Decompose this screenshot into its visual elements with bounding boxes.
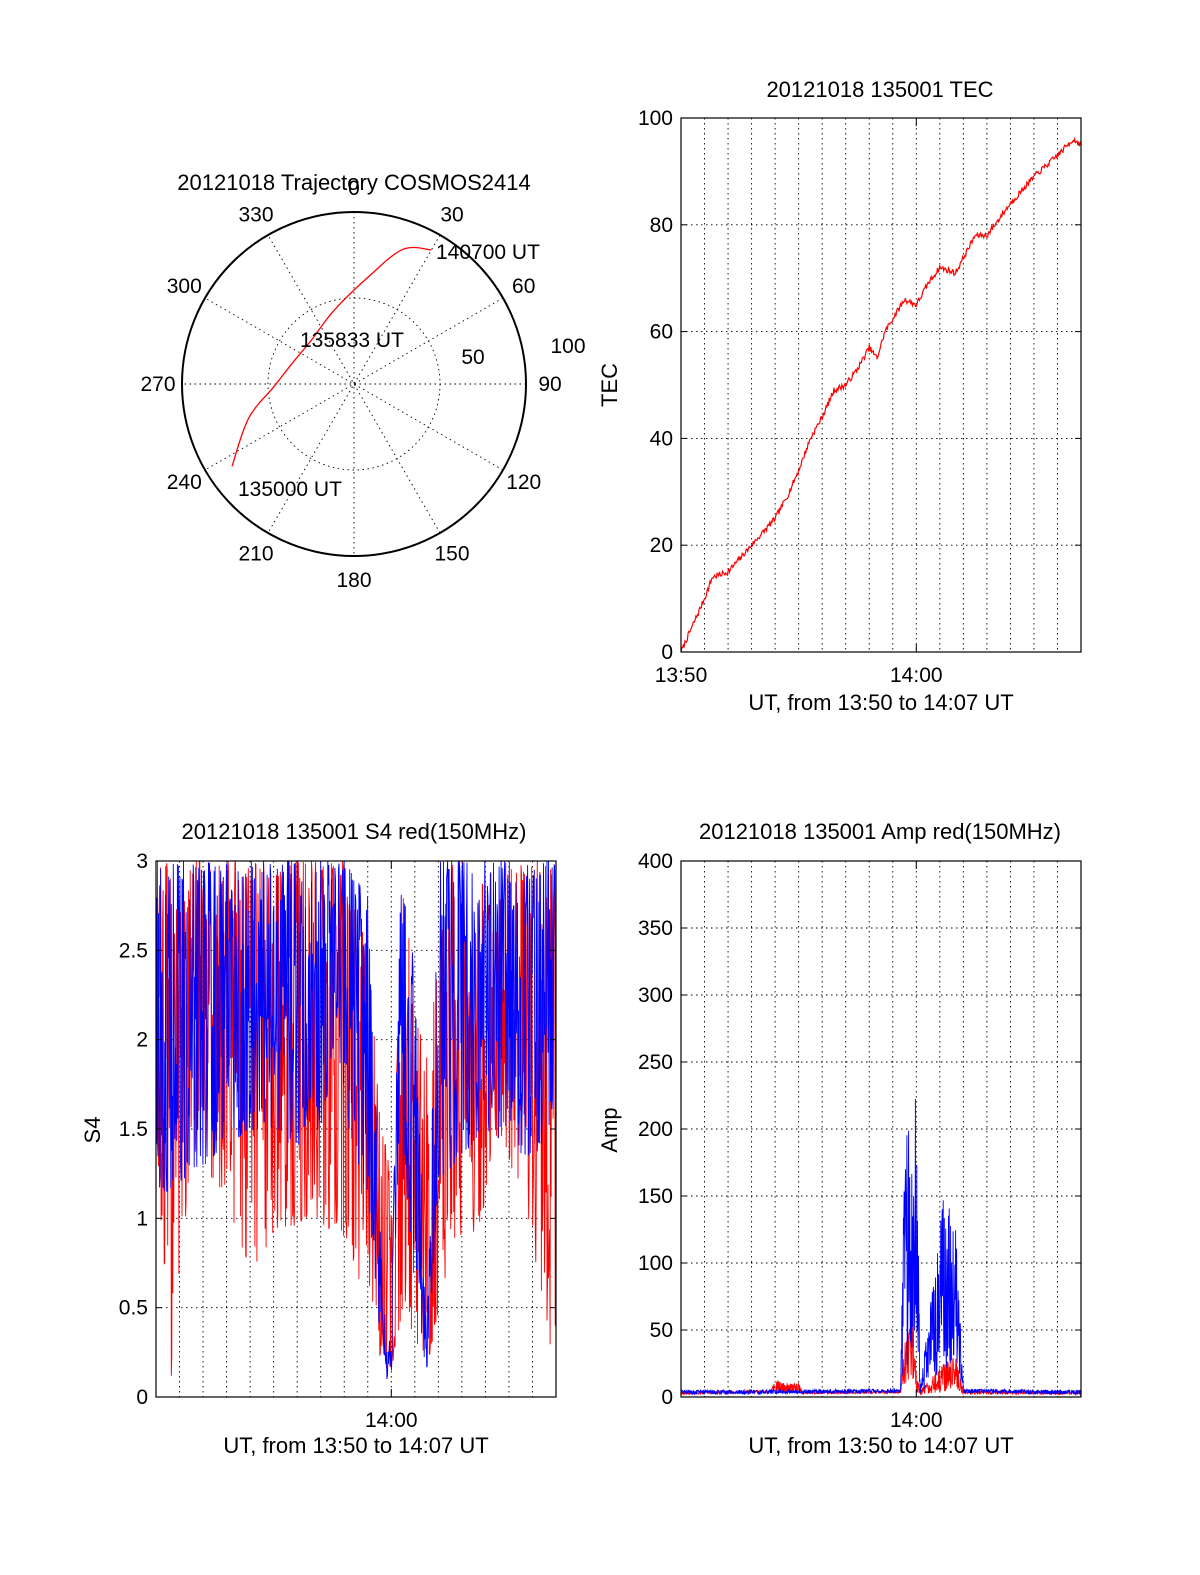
y-tick-label: 350	[638, 917, 673, 940]
polar-azimuth-label: 210	[238, 543, 273, 566]
polar-azimuth-labels: 0 30 60 90 120 150 180 210 240 270 300 330	[140, 177, 561, 592]
y-tick-label: 1	[136, 1207, 148, 1230]
s4-title: 20121018 135001 S4 red(150MHz)	[182, 819, 527, 844]
s4-y-axis-label: S4	[80, 1117, 105, 1144]
y-tick-label: 0	[136, 1386, 148, 1409]
x-tick-label: 14:00	[890, 664, 943, 687]
s4-tick-labels: 0 0.5 1 1.5 2 2.5 3 14:00	[119, 850, 556, 1432]
tec-plot-frame	[680, 117, 1082, 653]
amp-red-line	[680, 1318, 1082, 1396]
y-tick-label: 300	[638, 984, 673, 1007]
polar-azimuth-label: 240	[167, 471, 202, 494]
y-tick-label: 1.5	[119, 1118, 148, 1141]
amp-panel: 20121018 135001 Amp red(150MHz) 0 50 100 15…	[597, 819, 1082, 1458]
y-tick-label: 40	[650, 427, 673, 450]
amp-y-axis-label: Amp	[597, 1107, 622, 1152]
y-tick-label: 2	[136, 1029, 148, 1052]
polar-azimuth-label: 150	[434, 543, 469, 566]
amp-series	[680, 1098, 1082, 1397]
y-tick-label: 20	[650, 534, 673, 557]
amp-title: 20121018 135001 Amp red(150MHz)	[699, 819, 1061, 844]
annotation-mid-time: 135833 UT	[300, 329, 404, 352]
tec-x-axis-label: UT, from 13:50 to 14:07 UT	[748, 690, 1013, 715]
tec-tick-labels: 0 20 40 60 80 100 13:50 14:00	[638, 107, 1081, 687]
x-tick-label: 14:00	[365, 1409, 418, 1432]
trajectory-track	[231, 246, 432, 467]
polar-radial-label-50: 50	[461, 346, 484, 369]
tec-y-axis-label: TEC	[597, 363, 622, 407]
tec-line	[680, 136, 1082, 653]
tec-panel: 20121018 135001 TEC 0 20 40 60 80 100 13:50 14:…	[597, 77, 1082, 715]
tec-series	[680, 136, 1082, 653]
y-tick-label: 200	[638, 1118, 673, 1141]
tec-grid	[681, 118, 1081, 652]
trajectory-title: 20121018 Trajectory COSMOS2414	[177, 170, 530, 195]
y-tick-label: 0.5	[119, 1297, 148, 1320]
y-tick-label: 400	[638, 850, 673, 873]
annotation-start-time: 135000 UT	[238, 478, 342, 501]
polar-azimuth-label: 90	[538, 373, 561, 396]
y-tick-label: 80	[650, 214, 673, 237]
x-tick-label: 14:00	[890, 1409, 943, 1432]
polar-azimuth-label: 330	[238, 203, 273, 226]
tec-title: 20121018 135001 TEC	[766, 77, 993, 102]
polar-azimuth-label: 300	[167, 275, 202, 298]
polar-azimuth-label: 120	[506, 471, 541, 494]
polar-azimuth-label: 270	[140, 373, 175, 396]
amp-blue-line	[680, 1098, 1082, 1397]
amp-tick-labels: 0 50 100 150 200 250 300 350 400 14:00	[638, 850, 1081, 1432]
y-tick-label: 0	[661, 1386, 673, 1409]
y-tick-label: 100	[638, 107, 673, 130]
y-tick-label: 3	[136, 850, 148, 873]
s4-series	[155, 860, 557, 1380]
x-tick-label: 13:50	[655, 664, 708, 687]
y-tick-label: 0	[661, 641, 673, 664]
y-tick-label: 250	[638, 1051, 673, 1074]
y-tick-label: 100	[638, 1252, 673, 1275]
s4-x-axis-label: UT, from 13:50 to 14:07 UT	[223, 1433, 488, 1458]
polar-azimuth-label: 30	[440, 203, 463, 226]
y-tick-label: 2.5	[119, 939, 148, 962]
amp-grid	[681, 861, 1081, 1397]
y-tick-label: 150	[638, 1185, 673, 1208]
y-tick-label: 60	[650, 321, 673, 344]
polar-azimuth-label: 60	[512, 275, 535, 298]
s4-blue-line	[155, 860, 557, 1380]
s4-panel: 20121018 135001 S4 red(150MHz) 0 0.5 1 1.5 2…	[80, 819, 557, 1458]
polar-grid	[182, 212, 526, 556]
y-tick-label: 50	[650, 1319, 673, 1342]
amp-x-axis-label: UT, from 13:50 to 14:07 UT	[748, 1433, 1013, 1458]
polar-outer-ring	[181, 211, 527, 557]
polar-azimuth-label: 0	[348, 177, 360, 200]
polar-radial-label-100: 100	[550, 335, 585, 358]
polar-azimuth-label: 180	[336, 569, 371, 592]
annotation-end-time: 140700 UT	[436, 241, 540, 264]
trajectory-panel: 20121018 Trajectory COSMOS2414 0 30 60 90 12…	[140, 170, 585, 592]
